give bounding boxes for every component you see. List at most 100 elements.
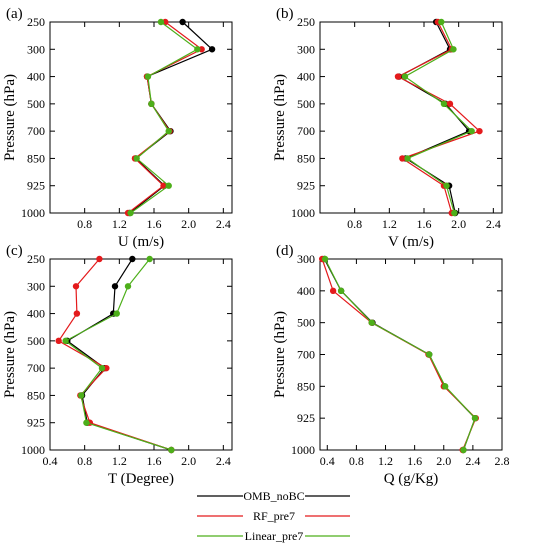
series-omb-nobc — [321, 255, 479, 454]
y-tick-label: 250 — [27, 252, 45, 266]
x-axis-label: U (m/s) — [118, 234, 164, 250]
series-line — [324, 258, 476, 451]
data-point — [404, 155, 411, 162]
data-point — [194, 46, 201, 53]
data-point — [113, 310, 120, 317]
data-point — [160, 182, 167, 189]
data-point — [399, 155, 406, 162]
y-tick-label: 500 — [27, 97, 45, 111]
y-tick-label: 400 — [27, 307, 45, 321]
x-axis-label: V (m/s) — [388, 234, 434, 250]
x-tick-label: 1.6 — [147, 217, 162, 231]
y-tick-label: 1000 — [21, 443, 45, 457]
x-tick-label: 2.4 — [465, 454, 480, 468]
y-tick-label: 400 — [27, 70, 45, 84]
plot-frame — [319, 21, 503, 214]
y-tick-label: 500 — [297, 97, 315, 111]
data-point — [168, 446, 175, 454]
data-point — [337, 287, 345, 295]
data-point — [460, 446, 467, 454]
data-point — [438, 18, 445, 26]
panel-d: 0.4 0.8 1.2 1.6 2.0 2.4 2.8 300 400 500 700 850 925 1… — [272, 243, 510, 487]
data-point — [443, 182, 450, 189]
data-point — [133, 155, 140, 162]
x-tick-label: 0.8 — [349, 454, 364, 468]
y-axis-label: Pressure (hPa) — [272, 311, 288, 398]
x-tick-label: 2.4 — [216, 454, 231, 468]
y-tick-label: 1000 — [291, 443, 315, 457]
data-point — [446, 100, 454, 108]
y-tick-label: 925 — [297, 411, 315, 425]
y-axis-label: Pressure (hPa) — [272, 74, 288, 161]
data-point — [401, 73, 409, 80]
series-line — [64, 258, 172, 451]
legend-label: OMB_noBC — [243, 489, 304, 503]
x-tick-label: 2.8 — [495, 454, 510, 468]
x-tick-label: 1.2 — [112, 217, 127, 231]
data-point — [96, 255, 103, 263]
data-point — [129, 255, 136, 263]
data-point — [442, 383, 449, 390]
data-point — [78, 392, 85, 399]
data-point — [146, 255, 153, 263]
x-axis-label: T (Degree) — [108, 471, 174, 487]
data-point — [450, 46, 457, 53]
y-tick-label: 500 — [297, 316, 315, 330]
data-point — [72, 283, 80, 290]
x-tick-label: 1.6 — [147, 454, 162, 468]
panel-c: 0.4 0.8 1.2 1.6 2.0 2.4 250 300 400 500 700 850 925 1… — [2, 243, 233, 487]
data-point — [127, 209, 134, 217]
data-point — [98, 364, 106, 372]
y-tick-label: 850 — [297, 379, 315, 393]
data-point — [329, 287, 337, 295]
x-tick-label: 2.0 — [181, 217, 196, 231]
data-point — [208, 46, 216, 53]
y-axis-label: Pressure (hPa) — [2, 74, 18, 161]
x-tick-label: 1.2 — [382, 217, 397, 231]
panel-label: (c) — [6, 243, 23, 259]
series-omb-nobc — [395, 18, 473, 217]
x-tick-label: 2.0 — [436, 454, 451, 468]
series-line — [321, 258, 477, 451]
y-tick-label: 250 — [297, 15, 315, 29]
panel-b: 0.8 1.2 1.6 2.0 2.4 250 300 400 500 700 850 925 1000… — [272, 6, 503, 250]
x-tick-label: 1.6 — [417, 217, 432, 231]
y-axis-label: Pressure (hPa) — [2, 311, 18, 398]
series-line — [57, 258, 172, 451]
x-tick-label: 0.4 — [43, 454, 58, 468]
plot-frame — [49, 258, 233, 451]
data-point — [83, 419, 90, 426]
series-line — [130, 21, 199, 214]
series-rf-pre7 — [124, 18, 205, 217]
legend-label: Linear_pre7 — [245, 529, 304, 543]
data-point — [440, 100, 448, 108]
data-point — [157, 18, 165, 26]
data-point — [165, 182, 172, 189]
y-tick-label: 850 — [297, 151, 315, 165]
x-tick-label: 0.8 — [347, 217, 362, 231]
panel-label: (a) — [6, 6, 23, 22]
x-tick-label: 2.4 — [486, 217, 501, 231]
y-tick-label: 300 — [297, 42, 315, 56]
y-tick-label: 1000 — [291, 206, 315, 220]
series-line — [66, 258, 172, 451]
data-point — [471, 414, 479, 422]
y-tick-label: 300 — [27, 42, 45, 56]
x-tick-label: 0.8 — [77, 454, 92, 468]
series-linear-pre7 — [127, 18, 201, 217]
y-tick-label: 1000 — [21, 206, 45, 220]
x-tick-label: 2.4 — [216, 217, 231, 231]
data-point — [165, 127, 172, 135]
data-point — [148, 100, 155, 108]
y-tick-label: 300 — [27, 279, 45, 293]
x-tick-label: 1.2 — [112, 454, 127, 468]
y-tick-label: 925 — [27, 179, 45, 193]
y-tick-label: 925 — [297, 179, 315, 193]
y-tick-label: 850 — [27, 388, 45, 402]
series-linear-pre7 — [62, 255, 175, 454]
y-tick-label: 700 — [297, 124, 315, 138]
y-tick-label: 500 — [27, 334, 45, 348]
y-tick-label: 250 — [27, 15, 45, 29]
x-tick-label: 0.8 — [77, 217, 92, 231]
